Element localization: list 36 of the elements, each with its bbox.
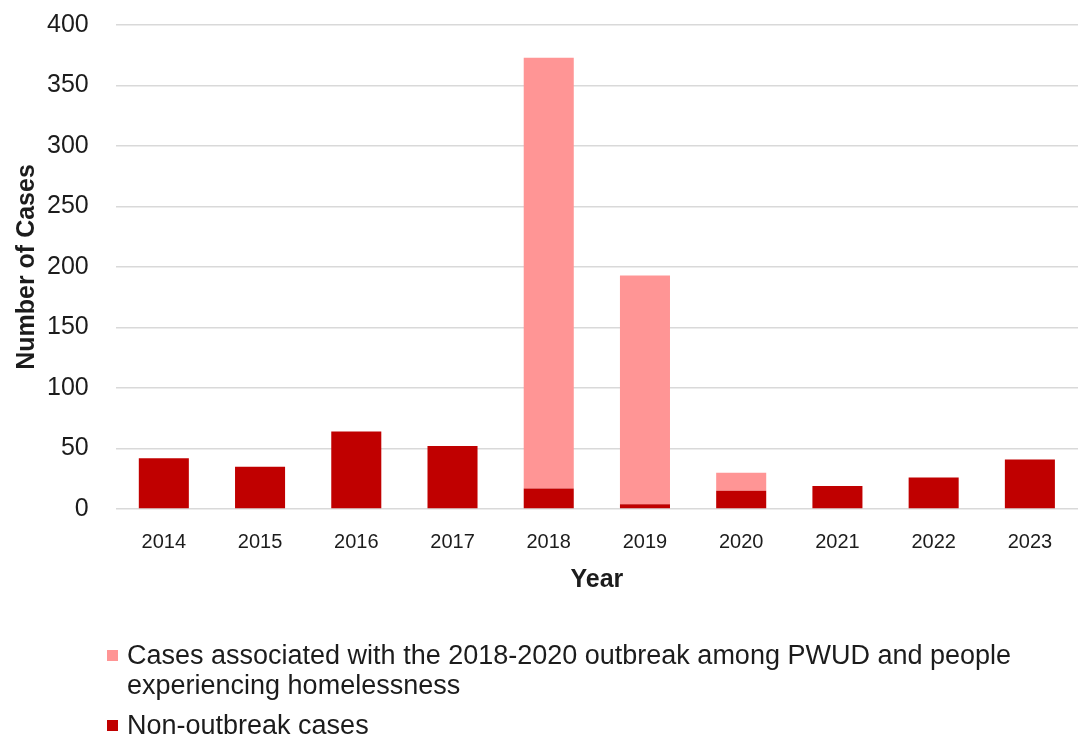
x-axis-title: Year — [570, 563, 624, 592]
bar — [1004, 459, 1055, 509]
bar — [427, 446, 478, 509]
bar — [716, 472, 767, 491]
x-tick-label: 2016 — [334, 529, 379, 552]
x-tick-label: 2020 — [718, 529, 764, 552]
bar — [523, 57, 574, 489]
y-tick-label: 250 — [46, 190, 89, 219]
y-tick-label: 400 — [46, 8, 89, 37]
y-tick-label: 200 — [46, 250, 89, 279]
y-tick-label: 0 — [74, 492, 89, 521]
x-tick-label: 2021 — [815, 529, 860, 552]
x-tick-label: 2018 — [526, 529, 571, 552]
bar — [812, 486, 863, 509]
x-tick-label: 2015 — [237, 529, 283, 552]
y-tick-label: 300 — [46, 129, 89, 158]
bar — [716, 490, 767, 509]
bar — [523, 488, 574, 509]
y-axis-title: Number of Cases — [10, 164, 39, 370]
x-tick-label: 2017 — [430, 529, 475, 552]
y-tick-label: 150 — [46, 311, 89, 340]
x-tick-label: 2019 — [622, 529, 668, 552]
bar — [235, 466, 286, 509]
bar — [908, 477, 959, 509]
bar — [619, 275, 670, 505]
legend-label: Non-outbreak cases — [127, 710, 369, 740]
y-tick-label: 350 — [46, 69, 89, 98]
x-tick-label: 2023 — [1007, 529, 1053, 552]
x-tick-label: 2014 — [141, 529, 187, 552]
bar — [619, 504, 670, 509]
y-tick-label: 100 — [46, 371, 89, 400]
legend-label: Cases associated with the 2018-2020 outbreak among PWUD and people experiencing homelessness — [127, 640, 1013, 700]
x-tick-label: 2022 — [911, 529, 956, 552]
bar — [331, 431, 382, 509]
bar — [138, 458, 189, 509]
y-tick-label: 50 — [60, 432, 89, 461]
